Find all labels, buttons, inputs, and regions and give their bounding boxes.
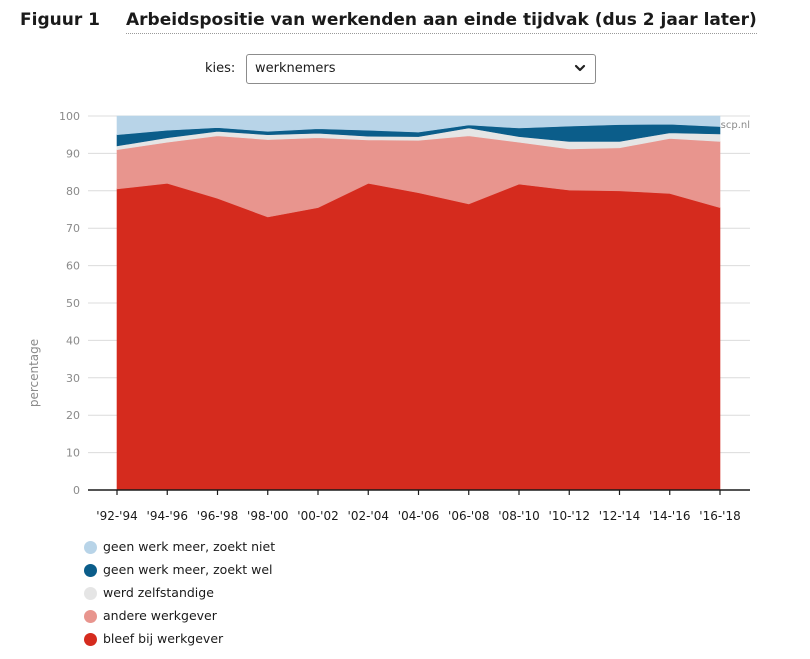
y-tick-label: 100 bbox=[59, 110, 80, 123]
x-tick-label: '10-'12 bbox=[549, 509, 590, 523]
watermark: scp.nl bbox=[721, 120, 750, 131]
x-tick-label: '00-'02 bbox=[297, 509, 338, 523]
y-tick-label: 60 bbox=[66, 260, 80, 273]
legend-swatch bbox=[84, 587, 97, 600]
stacked-area-chart: 0 10 20 30 40 50 60 70 80 90 100 '92-'94 '94-'96 '96-… bbox=[27, 110, 750, 523]
legend-swatch bbox=[84, 564, 97, 577]
legend-label: geen werk meer, zoekt wel bbox=[103, 562, 273, 577]
category-select-value: werknemers bbox=[255, 61, 336, 76]
legend-swatch bbox=[84, 633, 97, 646]
y-tick-label: 90 bbox=[66, 147, 80, 160]
legend-label: bleef bij werkgever bbox=[103, 631, 224, 646]
y-tick-label: 40 bbox=[66, 334, 80, 347]
legend-label: geen werk meer, zoekt niet bbox=[103, 539, 276, 554]
y-tick-label: 10 bbox=[66, 447, 80, 460]
x-tick-label: '96-'98 bbox=[197, 509, 238, 523]
y-tick-label: 0 bbox=[73, 484, 80, 497]
y-axis-label: percentage bbox=[27, 339, 41, 407]
figure-label: Figuur 1 bbox=[20, 10, 100, 30]
chart-title: Arbeidspositie van werkenden aan einde t… bbox=[126, 10, 757, 34]
y-tick-label: 20 bbox=[66, 409, 80, 422]
x-tick-label: '14-'16 bbox=[649, 509, 690, 523]
x-tick-label: '94-'96 bbox=[147, 509, 188, 523]
x-tick-label: '08-'10 bbox=[498, 509, 539, 523]
y-tick-label: 30 bbox=[66, 372, 80, 385]
y-tick-label: 80 bbox=[66, 185, 80, 198]
legend-label: werd zelfstandige bbox=[103, 585, 214, 600]
legend-swatch bbox=[84, 610, 97, 623]
x-tick-label: '06-'08 bbox=[448, 509, 489, 523]
x-tick-label: '12-'14 bbox=[599, 509, 640, 523]
area-geen-werk-meer-zoekt-niet bbox=[116, 115, 721, 136]
selector-label: kies: bbox=[205, 61, 236, 76]
legend-label: andere werkgever bbox=[103, 608, 217, 623]
x-tick-label: '02-'04 bbox=[348, 509, 389, 523]
legend-swatch bbox=[84, 541, 97, 554]
y-tick-label: 50 bbox=[66, 297, 80, 310]
x-tick-label: '04-'06 bbox=[398, 509, 439, 523]
x-tick-label: '98-'00 bbox=[247, 509, 288, 523]
category-select[interactable]: werknemers bbox=[246, 54, 596, 84]
y-tick-label: 70 bbox=[66, 222, 80, 235]
area-bleef-bij-werkgever bbox=[116, 182, 721, 491]
x-tick-label: '16-'18 bbox=[699, 509, 740, 523]
x-tick-label: '92-'94 bbox=[96, 509, 137, 523]
chevron-down-icon bbox=[574, 64, 586, 72]
